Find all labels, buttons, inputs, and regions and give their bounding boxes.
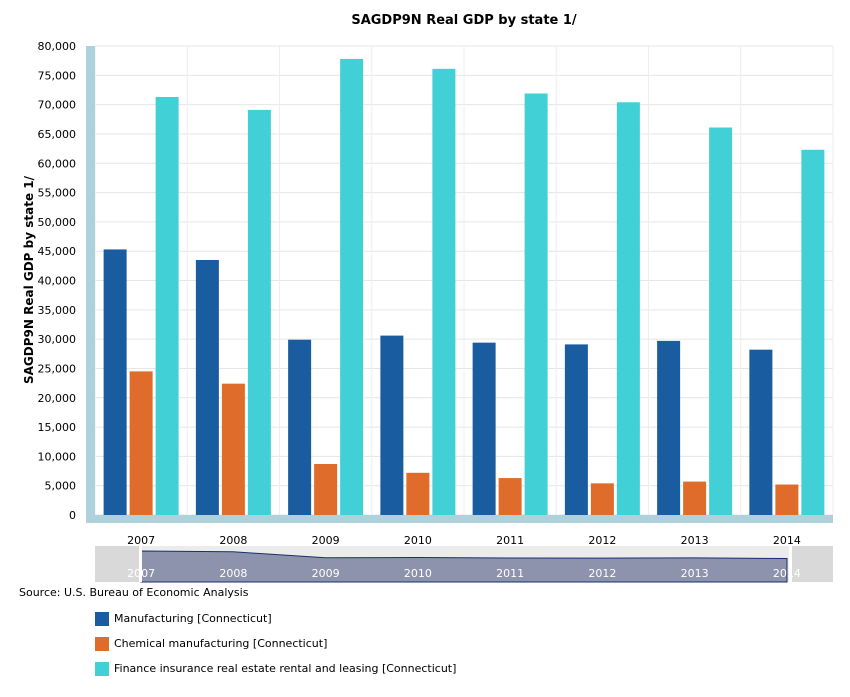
navigator-label: 2013 <box>681 567 709 580</box>
legend-label: Finance insurance real estate rental and… <box>114 662 457 675</box>
bar[interactable] <box>221 383 245 515</box>
bar[interactable] <box>616 102 640 515</box>
legend-swatch <box>95 611 109 626</box>
bar[interactable] <box>103 249 127 515</box>
x-tick-label: 2012 <box>588 534 616 547</box>
y-tick-label: 55,000 <box>38 187 77 200</box>
bar[interactable] <box>749 349 773 515</box>
legend-swatch <box>95 661 109 676</box>
chart-title: SAGDP9N Real GDP by state 1/ <box>351 13 577 28</box>
bar[interactable] <box>314 463 338 515</box>
navigator-handle-left[interactable] <box>139 546 142 582</box>
bar[interactable] <box>524 93 548 515</box>
bar[interactable] <box>129 371 153 515</box>
x-tick-label: 2013 <box>681 534 709 547</box>
y-tick-label: 60,000 <box>38 157 77 170</box>
legend-item[interactable]: Chemical manufacturing [Connecticut] <box>95 631 456 656</box>
bar[interactable] <box>775 484 799 515</box>
bar[interactable] <box>683 481 707 515</box>
x-tick-label: 2009 <box>312 534 340 547</box>
y-tick-label: 75,000 <box>38 69 77 82</box>
x-tick-label: 2014 <box>773 534 801 547</box>
legend-item[interactable]: Manufacturing [Connecticut] <box>95 606 456 631</box>
x-tick-label: 2010 <box>404 534 432 547</box>
legend-label: Chemical manufacturing [Connecticut] <box>114 637 328 650</box>
legend-label: Manufacturing [Connecticut] <box>114 612 272 625</box>
navigator-label: 2008 <box>219 567 247 580</box>
navigator-label: 2009 <box>312 567 340 580</box>
y-tick-label: 70,000 <box>38 99 77 112</box>
bar[interactable] <box>564 344 588 515</box>
y-tick-label: 35,000 <box>38 304 77 317</box>
bar[interactable] <box>472 342 496 515</box>
navigator-label: 2014 <box>773 567 801 580</box>
bars <box>103 58 825 516</box>
bar[interactable] <box>709 127 733 516</box>
navigator-label: 2011 <box>496 567 524 580</box>
y-axis-title: SAGDP9N Real GDP by state 1/ <box>22 175 36 384</box>
bar[interactable] <box>288 339 312 515</box>
x-tick-label: 2007 <box>127 534 155 547</box>
source-note: Source: U.S. Bureau of Economic Analysis <box>19 586 249 599</box>
x-tick-label: 2011 <box>496 534 524 547</box>
navigator-series-area <box>140 550 788 583</box>
bar[interactable] <box>195 259 219 515</box>
x-axis-bar <box>95 515 833 523</box>
bar[interactable] <box>247 109 271 516</box>
y-tick-label: 65,000 <box>38 128 77 141</box>
legend-swatch <box>95 636 109 651</box>
y-axis-bar <box>86 46 95 523</box>
y-tick-label: 30,000 <box>38 333 77 346</box>
y-axis-ticks: 0 5,000 10,000 15,000 20,000 25,000 30,000 35,0… <box>38 40 77 522</box>
y-tick-label: 0 <box>69 509 76 522</box>
x-tick-label: 2008 <box>219 534 247 547</box>
bar[interactable] <box>590 483 614 515</box>
bar[interactable] <box>498 478 522 515</box>
navigator-handle-right[interactable] <box>789 546 792 582</box>
legend-item[interactable]: Finance insurance real estate rental and… <box>95 656 456 681</box>
navigator-label: 2012 <box>588 567 616 580</box>
y-tick-label: 40,000 <box>38 275 77 288</box>
bar[interactable] <box>432 68 456 516</box>
y-tick-label: 5,000 <box>45 480 77 493</box>
legend: Manufacturing [Connecticut] Chemical manu… <box>95 606 456 681</box>
bar[interactable] <box>801 149 825 516</box>
navigator-label: 2010 <box>404 567 432 580</box>
bar[interactable] <box>657 340 681 515</box>
x-axis-ticks: 2007 2008 2009 2010 2011 2012 2013 2014 <box>127 534 801 547</box>
y-tick-label: 25,000 <box>38 362 77 375</box>
bar[interactable] <box>340 58 364 516</box>
bar[interactable] <box>380 335 404 515</box>
y-tick-label: 50,000 <box>38 216 77 229</box>
y-tick-label: 80,000 <box>38 40 77 53</box>
y-tick-label: 20,000 <box>38 392 77 405</box>
y-tick-label: 10,000 <box>38 450 77 463</box>
y-tick-label: 45,000 <box>38 245 77 258</box>
y-tick-label: 15,000 <box>38 421 77 434</box>
bar[interactable] <box>155 97 179 515</box>
bar[interactable] <box>406 472 430 515</box>
